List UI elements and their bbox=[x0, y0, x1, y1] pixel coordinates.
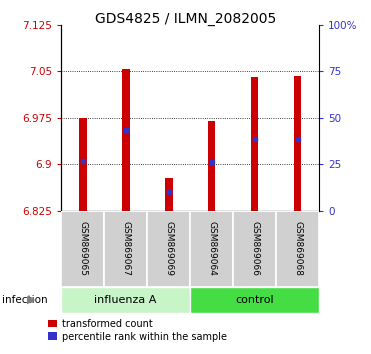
Bar bbox=[61, 287, 190, 313]
Bar bbox=[276, 211, 319, 287]
Text: control: control bbox=[235, 295, 274, 305]
Text: GSM869064: GSM869064 bbox=[207, 221, 216, 276]
Bar bbox=[122, 69, 129, 211]
Bar bbox=[104, 211, 147, 287]
Bar bbox=[190, 287, 319, 313]
Bar bbox=[251, 78, 259, 211]
Text: GSM869066: GSM869066 bbox=[250, 221, 259, 276]
Bar bbox=[147, 211, 190, 287]
Text: GDS4825 / ILMN_2082005: GDS4825 / ILMN_2082005 bbox=[95, 12, 276, 27]
Text: influenza A: influenza A bbox=[95, 295, 157, 305]
Text: GSM869069: GSM869069 bbox=[164, 221, 173, 276]
Text: GSM869067: GSM869067 bbox=[121, 221, 130, 276]
Bar bbox=[208, 121, 216, 211]
Bar bbox=[190, 211, 233, 287]
Bar bbox=[233, 211, 276, 287]
Bar bbox=[165, 178, 173, 211]
Bar bbox=[61, 211, 104, 287]
Text: GSM869068: GSM869068 bbox=[293, 221, 302, 276]
Text: ▶: ▶ bbox=[27, 295, 36, 305]
Bar bbox=[294, 76, 302, 211]
Legend: transformed count, percentile rank within the sample: transformed count, percentile rank withi… bbox=[47, 318, 228, 343]
Text: infection: infection bbox=[2, 295, 47, 305]
Bar bbox=[79, 118, 86, 211]
Text: GSM869065: GSM869065 bbox=[78, 221, 87, 276]
